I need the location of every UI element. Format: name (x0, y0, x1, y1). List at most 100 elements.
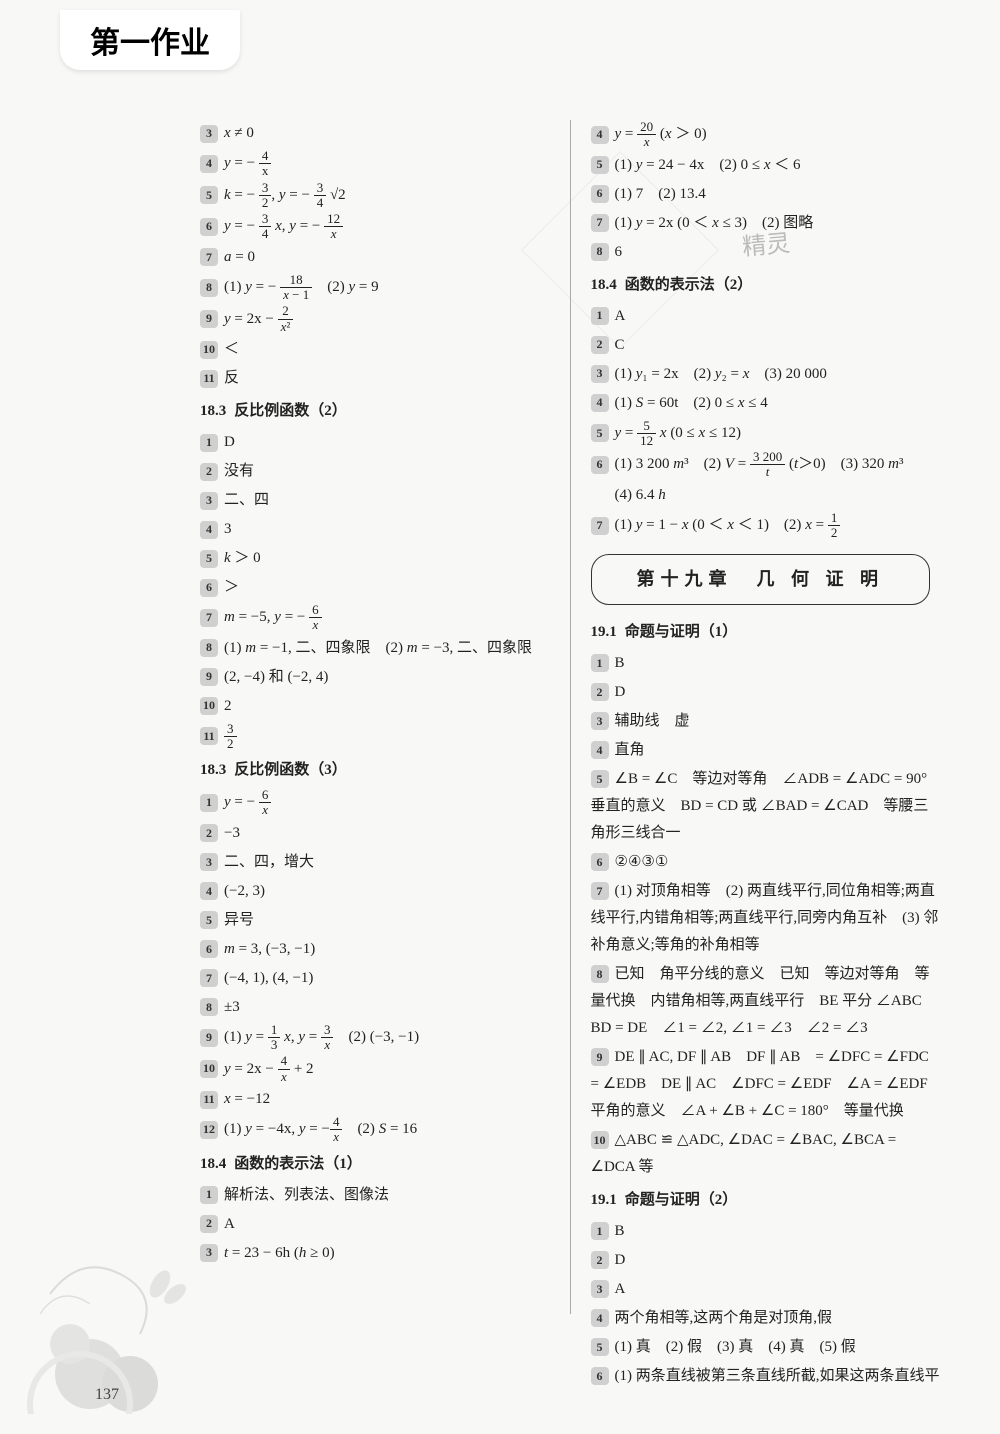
item-number: 10 (200, 341, 218, 359)
item-number: 9 (200, 668, 218, 686)
answer-text: 异号 (224, 912, 254, 928)
item-number: 10 (200, 697, 218, 715)
answer-line: 5y = 512 x (0 ≤ x ≤ 12) (591, 419, 941, 449)
answer-text: t = 23 − 6h (h ≥ 0) (224, 1245, 335, 1261)
item-number: 5 (591, 1338, 609, 1356)
item-number: 5 (200, 911, 218, 929)
answer-text: (1) y₁ = 2x (2) y₂ = x (3) 20 000 (615, 366, 827, 382)
answer-line: 7 m = −5, y = − 6x (200, 603, 550, 633)
answer-line: 5k = − 32, y = − 34 √2 (200, 181, 550, 211)
item-number: 7 (200, 248, 218, 266)
answer-line: 5k ＞ 0 (200, 545, 550, 572)
answer-line: 4y = − 4x (200, 149, 550, 179)
answer-text: (1) m = −1, 二、四象限 (2) m = −3, 二、四象限 (224, 640, 532, 656)
item-number: 7 (591, 882, 609, 900)
item-number: 7 (200, 609, 218, 627)
answer-line: 4y = 20x (x ＞ 0) (591, 120, 941, 150)
item-number: 6 (591, 185, 609, 203)
answer-line: (4) 6.4 h (591, 482, 941, 509)
answer-line: 8±3 (200, 994, 550, 1021)
item-number: 10 (591, 1131, 609, 1149)
answer-line: 6(1) 7 (2) 13.4 (591, 181, 941, 208)
section-title: 19.1 命题与证明（2） (591, 1187, 941, 1214)
section-number: 18.3 (200, 762, 226, 778)
answer-text: ∠B = ∠C 等边对等角 ∠ADB = ∠ADC = 90° 垂直的意义 BD… (591, 771, 943, 841)
answer-text: 二、四 (224, 492, 269, 508)
answer-line: 2D (591, 679, 941, 706)
left-column: 3x ≠ 04y = − 4x5k = − 32, y = − 34 √26y … (200, 120, 570, 1314)
answer-text: (−2, 3) (224, 883, 265, 899)
item-number: 8 (200, 279, 218, 297)
item-number: 4 (200, 882, 218, 900)
item-number: 2 (200, 824, 218, 842)
answer-line: 9 (2, −4) 和 (−2, 4) (200, 664, 550, 691)
answer-line: 8已知 角平分线的意义 已知 等边对等角 等量代换 内错角相等,两直线平行 BE… (591, 961, 941, 1042)
item-number: 4 (591, 741, 609, 759)
answer-text: 二、四，增大 (224, 854, 314, 870)
answer-text: y = 512 x (0 ≤ x ≤ 12) (615, 425, 741, 441)
answer-line: 2−3 (200, 820, 550, 847)
item-number: 7 (591, 517, 609, 535)
item-number: 2 (591, 683, 609, 701)
answer-text: DE ∥ AC, DF ∥ AB DF ∥ AB = ∠DFC = ∠FDC =… (591, 1049, 944, 1119)
section-name: 命题与证明（2） (625, 1192, 738, 1208)
answer-text: 辅助线 虚 (615, 713, 690, 729)
answer-text: D (615, 684, 626, 700)
item-number: 1 (591, 654, 609, 672)
answer-line: 1 解析法、列表法、图像法 (200, 1182, 550, 1209)
answer-line: 5(1) y = 24 − 4x (2) 0 ≤ x ＜ 6 (591, 152, 941, 179)
section-name: 函数的表示法（1） (234, 1156, 362, 1172)
section-number: 19.1 (591, 624, 617, 640)
answer-line: 1D (200, 429, 550, 456)
answer-line: 1A (591, 303, 941, 330)
answer-text: ±3 (224, 999, 240, 1015)
answer-text: 没有 (224, 463, 254, 479)
answer-text: k = − 32, y = − 34 √2 (224, 187, 346, 203)
section-title: 18.3反比例函数（2） (200, 398, 550, 425)
answer-line: 3 二、四 (200, 487, 550, 514)
answer-text: y = − 34 x, y = − 12x (224, 218, 343, 234)
answer-text: (1) 两条直线被第三条直线所截,如果这两条直线平 (615, 1368, 940, 1384)
answer-text: 解析法、列表法、图像法 (224, 1187, 389, 1203)
answer-text: (1) y = 13 x, y = 3x (2) (−3, −1) (224, 1029, 419, 1045)
answer-line: 86 (591, 239, 941, 266)
answer-line: 7a = 0 (200, 244, 550, 271)
answer-line: 4(1) S = 60t (2) 0 ≤ x ≤ 4 (591, 390, 941, 417)
item-number: 2 (591, 1251, 609, 1269)
answer-text: y = − 4x (224, 155, 271, 171)
answer-line: 6(1) 3 200 m³ (2) V = 3 200t (t＞0) (3) 3… (591, 450, 941, 480)
section-name: 反比例函数（3） (234, 762, 347, 778)
answer-text: A (615, 308, 626, 324)
answer-text: A (615, 1281, 626, 1297)
item-number: 6 (200, 579, 218, 597)
answer-line: 4两个角相等,这两个角是对顶角,假 (591, 1305, 941, 1332)
section-number: 19.1 (591, 1192, 617, 1208)
item-number: 3 (200, 492, 218, 510)
answer-line: 3 t = 23 − 6h (h ≥ 0) (200, 1240, 550, 1267)
item-number: 3 (591, 712, 609, 730)
item-number: 2 (200, 463, 218, 481)
item-number: 1 (200, 1186, 218, 1204)
item-number: 7 (591, 214, 609, 232)
answer-line: 3二、四，增大 (200, 849, 550, 876)
item-number: 9 (591, 1048, 609, 1066)
answer-text: (2, −4) 和 (−2, 4) (224, 669, 328, 685)
answer-text: (1) y = 1 − x (0 ＜ x ＜ 1) (2) x = 12 (615, 517, 841, 533)
answer-line: 2 没有 (200, 458, 550, 485)
item-number: 4 (591, 1309, 609, 1327)
answer-line: 12(1) y = −4x, y = −4x (2) S = 16 (200, 1115, 550, 1145)
answer-line: 1B (591, 1218, 941, 1245)
answer-line: 6②④③① (591, 849, 941, 876)
section-title: 18.3 反比例函数（3） (200, 757, 550, 784)
answer-line: 4 直角 (591, 737, 941, 764)
item-number: 6 (200, 940, 218, 958)
answer-text: 直角 (615, 742, 645, 758)
answer-text: ②④③① (615, 854, 669, 870)
answer-text: m = −5, y = − 6x (224, 609, 322, 625)
item-number: 10 (200, 1060, 218, 1078)
answer-text: y = 2x − 4x + 2 (224, 1061, 314, 1077)
answer-text: (1) y = − 18x − 1 (2) y = 9 (224, 279, 379, 295)
floral-decoration (20, 1194, 220, 1414)
item-number: 3 (200, 1244, 218, 1262)
answer-text: ＞ (224, 579, 239, 595)
